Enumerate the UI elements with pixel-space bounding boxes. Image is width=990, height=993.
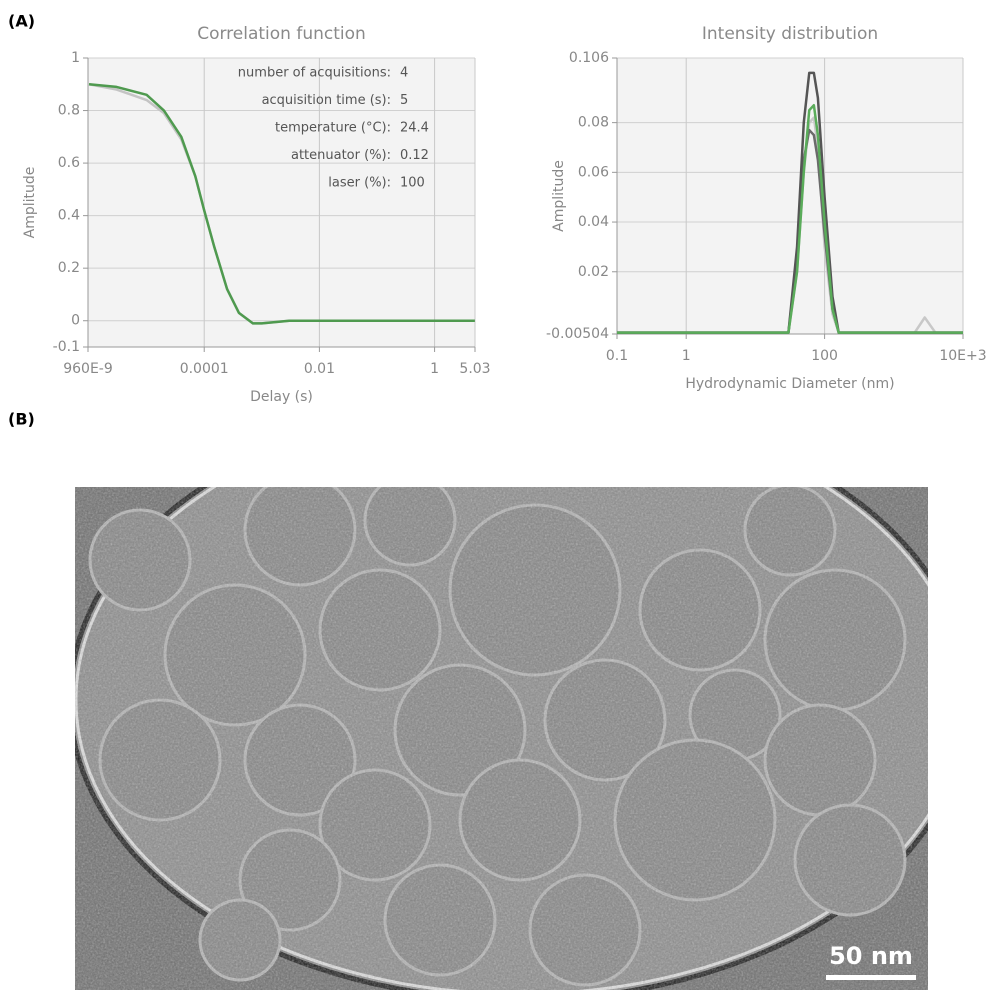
x-tick-label: 0.1 [606, 348, 628, 364]
parameter-label: temperature (°C): [275, 121, 391, 136]
x-tick-label: 1 [430, 361, 439, 377]
chart-title: Intensity distribution [702, 24, 878, 44]
parameter-label: laser (%): [328, 176, 391, 191]
series-line [88, 83, 475, 325]
series-line [617, 103, 963, 334]
y-axis-label: Amplitude [22, 167, 38, 239]
parameter-label: number of acquisitions: [238, 66, 391, 81]
parameter-value: 100 [400, 176, 425, 191]
x-tick-label: 100 [811, 348, 838, 364]
y-tick-label: 0.08 [578, 115, 609, 131]
y-tick-label: -0.1 [53, 339, 80, 355]
panel-label: (B) [8, 410, 35, 429]
chart-title: Correlation function [197, 24, 366, 44]
y-tick-label: 0.2 [58, 260, 80, 276]
parameter-label: acquisition time (s): [262, 93, 391, 108]
y-axis-label: Amplitude [551, 160, 567, 232]
x-tick-label: 0.01 [304, 361, 335, 377]
y-tick-label: -0.00504 [546, 326, 609, 342]
parameter-value: 0.12 [400, 148, 429, 163]
scale-bar-label: 50 nm [829, 942, 913, 970]
x-tick-label: 1 [682, 348, 691, 364]
parameter-value: 24.4 [400, 121, 429, 136]
x-tick-label: 10E+3 [939, 348, 986, 364]
y-tick-label: 0.04 [578, 214, 609, 230]
scale-bar [826, 975, 916, 980]
x-tick-label: 5.03 [459, 361, 490, 377]
y-tick-label: 0.02 [578, 264, 609, 280]
micrograph [75, 487, 928, 990]
plot-area [617, 58, 963, 334]
parameter-value: 5 [400, 93, 408, 108]
y-tick-label: 0.6 [58, 155, 80, 171]
y-tick-label: 0 [71, 313, 80, 329]
x-tick-label: 0.0001 [180, 361, 229, 377]
parameter-value: 4 [400, 66, 408, 81]
y-tick-label: 0.06 [578, 164, 609, 180]
plot-area [88, 58, 475, 347]
chart: Intensity distribution Hydrodynamic Diame… [546, 24, 987, 392]
y-tick-label: 1 [71, 50, 80, 66]
parameter-label: attenuator (%): [291, 148, 391, 163]
x-axis-label: Hydrodynamic Diameter (nm) [685, 376, 894, 392]
panel-label: (A) [8, 12, 35, 31]
y-tick-label: 0.4 [58, 208, 80, 224]
x-tick-label: 960E-9 [63, 361, 113, 377]
y-tick-label: 0.8 [58, 103, 80, 119]
x-axis-label: Delay (s) [250, 389, 313, 405]
y-tick-label: 0.106 [569, 50, 609, 66]
